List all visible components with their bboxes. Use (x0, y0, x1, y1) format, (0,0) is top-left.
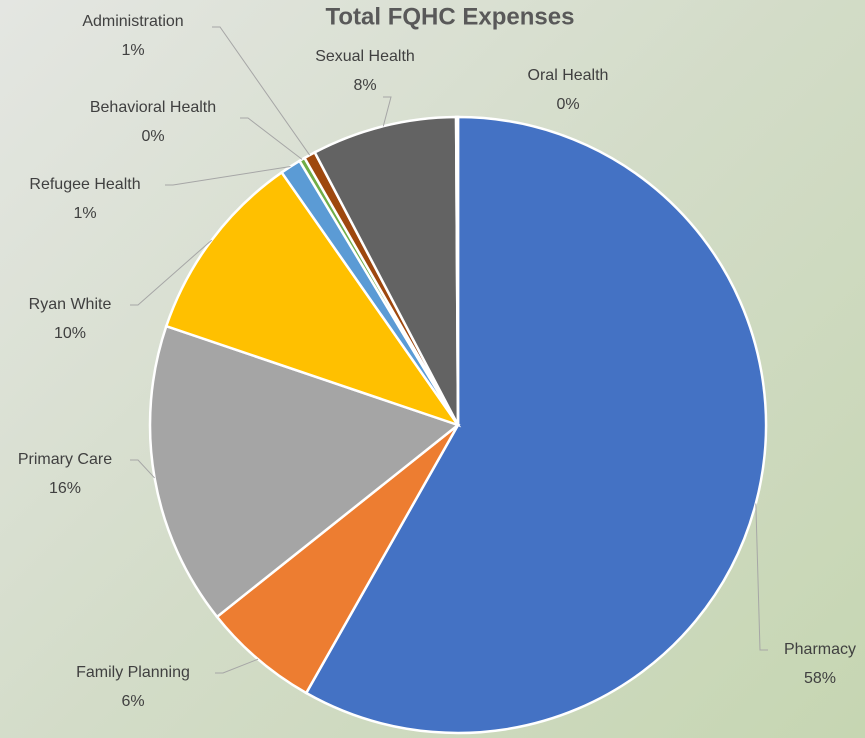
leader-line (382, 96, 392, 127)
slice-label: Family Planning (76, 664, 190, 681)
slice-value-label: 16% (49, 480, 81, 497)
leader-line (130, 239, 213, 306)
slice-label: Primary Care (18, 451, 112, 468)
leader-line (212, 26, 311, 156)
slice-label: Behavioral Health (90, 99, 216, 116)
slice-label: Refugee Health (29, 176, 140, 193)
slice-value-label: 10% (54, 325, 86, 342)
slice-label: Pharmacy (784, 641, 856, 658)
slice-value-label: 8% (353, 77, 376, 94)
leader-line (240, 117, 303, 160)
slice-value-label: 6% (121, 693, 144, 710)
leader-line (130, 459, 155, 479)
slice-value-label: 1% (73, 205, 96, 222)
pie-slice (215, 424, 460, 695)
pie-slice (313, 115, 460, 426)
pie-slice (164, 170, 462, 428)
slice-label: Administration (82, 13, 183, 30)
pie-slice (454, 115, 460, 426)
pie-slice (148, 324, 461, 619)
slice-value-label: 58% (804, 670, 836, 687)
slice-value-label: 0% (141, 128, 164, 145)
slice-label: Oral Health (528, 67, 609, 84)
slice-value-label: 0% (556, 96, 579, 113)
slice-label: Sexual Health (315, 48, 415, 65)
leader-line (215, 658, 259, 674)
leader-line (165, 166, 291, 186)
leader-line (755, 503, 768, 651)
slice-label: Ryan White (29, 296, 112, 313)
chart-title: Total FQHC Expenses (326, 3, 575, 30)
slice-value-label: 1% (121, 42, 144, 59)
pie-slice (304, 115, 768, 735)
